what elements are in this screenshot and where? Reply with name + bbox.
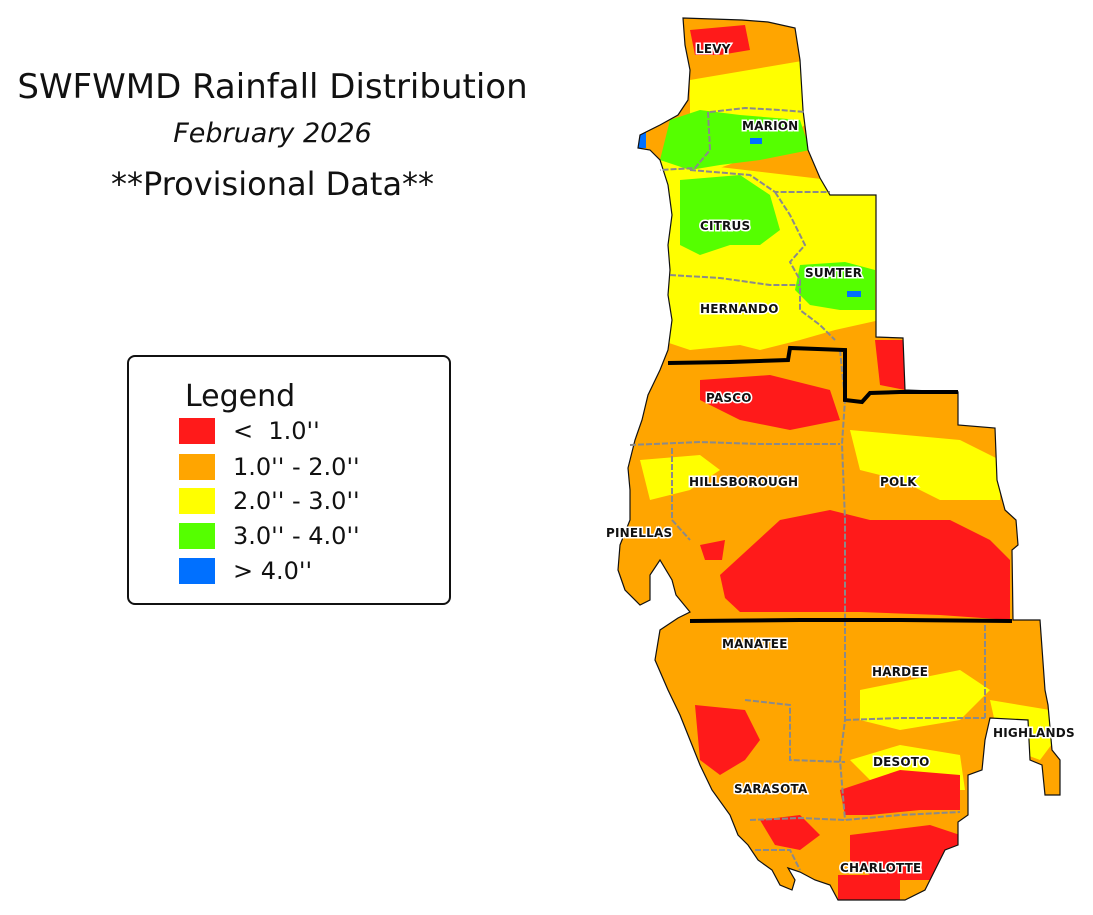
boundary-levy-marion <box>709 106 806 113</box>
map-subtitle: February 2026 <box>173 118 372 149</box>
legend-swatch <box>179 418 215 444</box>
zone-gt4in <box>750 138 762 144</box>
zone-3-4in <box>680 175 780 255</box>
county-label-hardee: HARDEE <box>872 665 928 679</box>
title-block: SWFWMD Rainfall Distribution February 20… <box>0 62 545 212</box>
boundary-sarasota-charlotte <box>749 811 961 822</box>
rainfall-map: LEVY MARION CITRUS SUMTER HERNANDO PASCO… <box>605 17 1076 901</box>
county-label-pinellas: PINELLAS <box>606 526 672 540</box>
zone-2-3in <box>640 455 720 500</box>
county-label-pasco: PASCO <box>706 391 752 405</box>
legend-swatch <box>179 558 215 584</box>
zone-gt4in <box>847 291 861 297</box>
county-label-sarasota: SARASOTA <box>734 782 808 796</box>
legend-label: 1.0'' - 2.0'' <box>233 453 360 481</box>
legend-item: 3.0'' - 4.0'' <box>179 522 360 550</box>
boundary-citrus-sumter <box>774 191 836 341</box>
boundary-hardee-desoto <box>844 717 985 721</box>
zone-3-4in <box>795 262 875 310</box>
boundary-citrus-hernando <box>669 274 800 286</box>
legend-swatch <box>179 454 215 480</box>
county-label-hernando: HERNANDO <box>700 302 779 316</box>
zone-lt1in <box>700 375 840 430</box>
boundary-levy-citrus <box>659 111 712 171</box>
zone-lt1in <box>720 510 1010 620</box>
zone-2-3in <box>850 430 1000 500</box>
county-label-charlotte: CHARLOTTE <box>840 861 921 875</box>
legend-swatch <box>179 488 215 514</box>
legend-title: Legend <box>185 379 296 414</box>
zone-lt1in <box>695 705 760 775</box>
county-label-marion: MARION <box>742 119 798 133</box>
legend-label: > 4.0'' <box>233 557 313 585</box>
legend-item: 2.0'' - 3.0'' <box>179 487 360 515</box>
legend-item: < 1.0'' <box>179 417 320 445</box>
county-label-hillsborough: HILLSBOROUGH <box>689 475 798 489</box>
legend-item: 1.0'' - 2.0'' <box>179 453 360 481</box>
legend-swatch <box>179 523 215 549</box>
boundary-charlotte-west <box>755 849 801 871</box>
zone-2-3in <box>860 670 990 730</box>
legend-label: 2.0'' - 3.0'' <box>233 487 360 515</box>
zone-lt1in <box>690 25 750 55</box>
zone-lt1in <box>700 540 725 560</box>
county-label-sumter: SUMTER <box>805 266 862 280</box>
county-label-manatee: MANATEE <box>722 637 788 651</box>
legend-item: > 4.0'' <box>179 557 312 585</box>
zone-lt1in <box>838 875 900 900</box>
zone-lt1in <box>850 825 960 880</box>
county-label-polk: POLK <box>880 475 917 489</box>
zone-lt1in <box>760 815 820 850</box>
county-label-highlands: HIGHLANDS <box>993 726 1075 740</box>
region-boundary-south <box>689 618 1013 623</box>
legend-label: < 1.0'' <box>233 417 320 445</box>
county-label-citrus: CITRUS <box>700 219 750 233</box>
boundary-manatee-sarasota <box>744 699 846 763</box>
county-label-levy: LEVY <box>696 42 731 56</box>
boundary-pinellas <box>671 448 691 541</box>
boundary-marion-sumter <box>689 169 830 193</box>
boundary-pasco-hillsborough <box>629 440 840 446</box>
legend-label: 3.0'' - 4.0'' <box>233 522 360 550</box>
county-boundaries <box>629 106 986 871</box>
region-boundary-north <box>667 345 958 405</box>
county-label-desoto: DESOTO <box>873 755 930 769</box>
zone-lt1in <box>875 340 905 390</box>
map-title: SWFWMD Rainfall Distribution <box>17 67 528 107</box>
zone-lt1in <box>840 770 960 815</box>
provisional-note: **Provisional Data** <box>110 165 435 203</box>
legend-box: Legend < 1.0'' 1.0'' - 2.0'' 2.0'' - 3.0… <box>127 355 451 605</box>
zone-3-4in <box>660 110 810 170</box>
